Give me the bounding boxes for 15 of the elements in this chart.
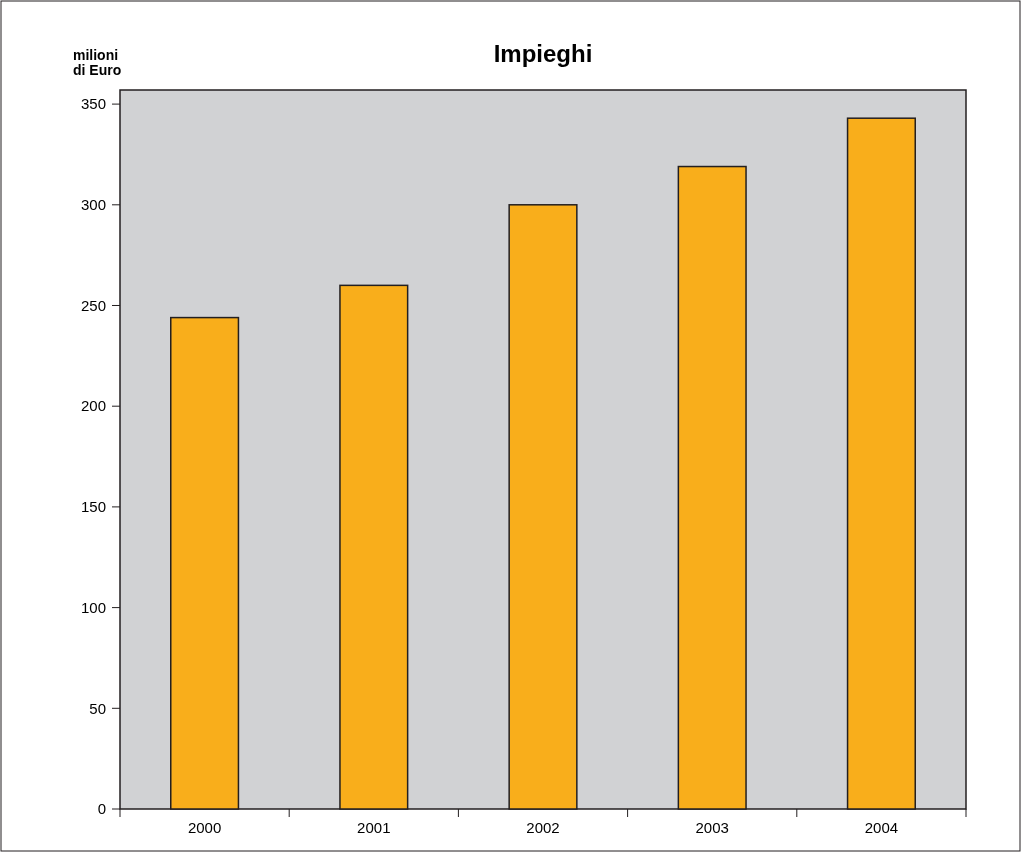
x-tick-label: 2004 — [864, 819, 899, 836]
x-tick-label: 2002 — [526, 819, 560, 836]
y-tick-label: 250 — [80, 296, 106, 314]
y-tick-label: 100 — [80, 598, 106, 616]
y-axis-title: milioni di Euro — [73, 47, 122, 78]
y-tick-label: 350 — [80, 95, 106, 113]
x-tick-label: 2003 — [695, 819, 729, 836]
y-tick-label: 300 — [80, 196, 106, 214]
x-tick-label: 2000 — [187, 819, 222, 836]
y-tick-label: 0 — [97, 800, 106, 818]
y-tick-label: 150 — [80, 498, 106, 516]
y-tick-label: 200 — [80, 397, 106, 415]
x-tick-label: 2001 — [357, 819, 391, 836]
y-tick-label: 50 — [89, 699, 106, 717]
chart-title: Impieghi — [493, 40, 593, 67]
